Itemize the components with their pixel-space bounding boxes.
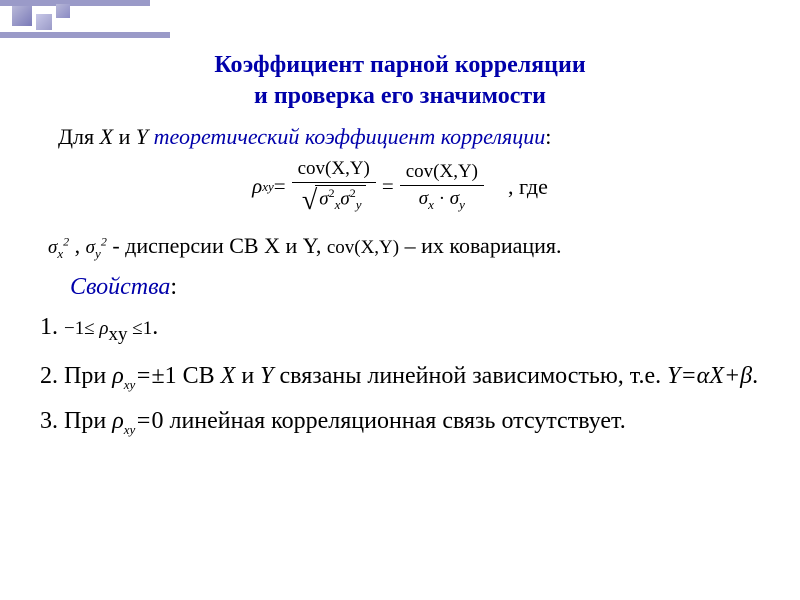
disp-text2: – их ковариация. <box>399 233 561 258</box>
formula-where: , где <box>508 174 548 200</box>
intro-colon: : <box>545 124 551 149</box>
p1-dot: . <box>152 314 158 340</box>
properties-word: Свойства <box>70 274 170 300</box>
intro-x: X <box>100 124 113 149</box>
p3-zero: 0 линейная корреляционная связь отсутств… <box>151 408 625 434</box>
p1-sub: xy <box>109 324 128 345</box>
sqrt-expr: √ σ2xσ2y <box>302 185 366 213</box>
formula-expression: ρxy = cov(X,Y) √ σ2xσ2y = cov(X,Y) σ <box>252 158 490 215</box>
sigma-y-sub: y <box>356 198 362 213</box>
p2-sub: xy <box>124 376 136 391</box>
disp-cov: cov(X,Y) <box>327 237 399 258</box>
title-line-2: и проверка его значимости <box>254 83 546 109</box>
p2-and: и <box>235 363 260 389</box>
frac1-den: √ σ2xσ2y <box>296 183 372 215</box>
decor-bar-bottom <box>0 32 170 38</box>
p1-high: ≤1 <box>128 318 153 339</box>
p1-num: 1. <box>40 314 64 340</box>
property-3: 3. При ρxy=0 линейная корреляционная свя… <box>40 405 760 438</box>
sigma-x: σ <box>319 189 328 210</box>
sigma-x-2nd: σ <box>419 188 428 209</box>
decor-square-3 <box>56 4 70 18</box>
rho-sub: xy <box>262 179 274 195</box>
sigma-dot: · <box>434 188 450 209</box>
intro-line: Для X и Y теоретический коэффициент корр… <box>40 124 760 150</box>
disp-y: Y <box>303 233 316 258</box>
formula-eq2: = <box>382 174 394 199</box>
formula-frac-2: cov(X,Y) σx · σy <box>400 161 484 213</box>
properties-colon: : <box>170 274 177 300</box>
formula-frac-1: cov(X,Y) √ σ2xσ2y <box>292 158 376 215</box>
p3-eq: = <box>135 408 151 434</box>
p3-num: 3. <box>40 408 64 434</box>
disp-x: X <box>264 233 280 258</box>
slide-content: Коэффициент парной корреляции и проверка… <box>0 0 800 470</box>
formula-eq1: = <box>274 174 286 199</box>
disp-comma2: , <box>316 233 327 258</box>
rho-symbol: ρ <box>252 174 262 199</box>
disp-sigma-y: σy2 <box>86 237 107 258</box>
intro-prefix: Для <box>58 124 100 149</box>
dsx-s: σ <box>48 237 57 258</box>
dispersion-line: σx2 , σy2 - дисперсии СВ X и Y, cov(X,Y)… <box>40 233 760 262</box>
p3-rho: ρ <box>112 408 124 434</box>
decor-square-1 <box>12 6 32 26</box>
property-1: 1. −1≤ ρxy ≤1. <box>40 311 760 347</box>
p2-y: Y <box>260 363 273 389</box>
disp-cb: СВ <box>229 233 264 258</box>
p1-low: −1≤ <box>64 318 99 339</box>
p2-num: 2. <box>40 363 64 389</box>
property-2: 2. При ρxy=±1 СВ X и Y связаны линейной … <box>40 360 760 393</box>
p2-eq: = <box>135 363 151 389</box>
sigma-y: σ <box>340 189 349 210</box>
main-formula: ρxy = cov(X,Y) √ σ2xσ2y = cov(X,Y) σ <box>40 158 760 215</box>
title-line-1: Коэффициент парной корреляции <box>214 52 585 78</box>
dsy-s: σ <box>86 237 95 258</box>
slide-corner-decoration <box>0 0 170 40</box>
p2-dot: . <box>752 363 758 389</box>
properties-heading: Свойства: <box>40 274 760 301</box>
slide-title: Коэффициент парной корреляции и проверка… <box>40 50 760 112</box>
disp-text1: - дисперсии <box>107 233 229 258</box>
sigma-y-sub-2nd: y <box>459 197 465 212</box>
p1-rho: ρ <box>99 318 108 339</box>
frac1-num: cov(X,Y) <box>292 158 376 183</box>
p2-x: X <box>221 363 236 389</box>
p3-sub: xy <box>124 422 136 437</box>
intro-y: Y <box>136 124 148 149</box>
intro-and: и <box>113 124 136 149</box>
intro-term: теоретический коэффициент корреляции <box>154 124 546 149</box>
p2-pri: При <box>64 363 112 389</box>
decor-square-2 <box>36 14 52 30</box>
frac2-den: σx · σy <box>413 186 471 213</box>
disp-comma: , <box>69 233 86 258</box>
p2-pm: ±1 СВ <box>151 363 220 389</box>
sigma-y-2nd: σ <box>450 188 459 209</box>
disp-sigma-x: σx2 <box>48 237 69 258</box>
disp-and: и <box>280 233 303 258</box>
p2-rho: ρ <box>112 363 124 389</box>
p2-yax: Y=αX+β <box>667 363 752 389</box>
frac2-num: cov(X,Y) <box>400 161 484 186</box>
p3-pri: При <box>64 408 112 434</box>
p2-text: связаны линейной зависимостью, т.е. <box>274 363 668 389</box>
radicand: σ2xσ2y <box>315 185 365 213</box>
